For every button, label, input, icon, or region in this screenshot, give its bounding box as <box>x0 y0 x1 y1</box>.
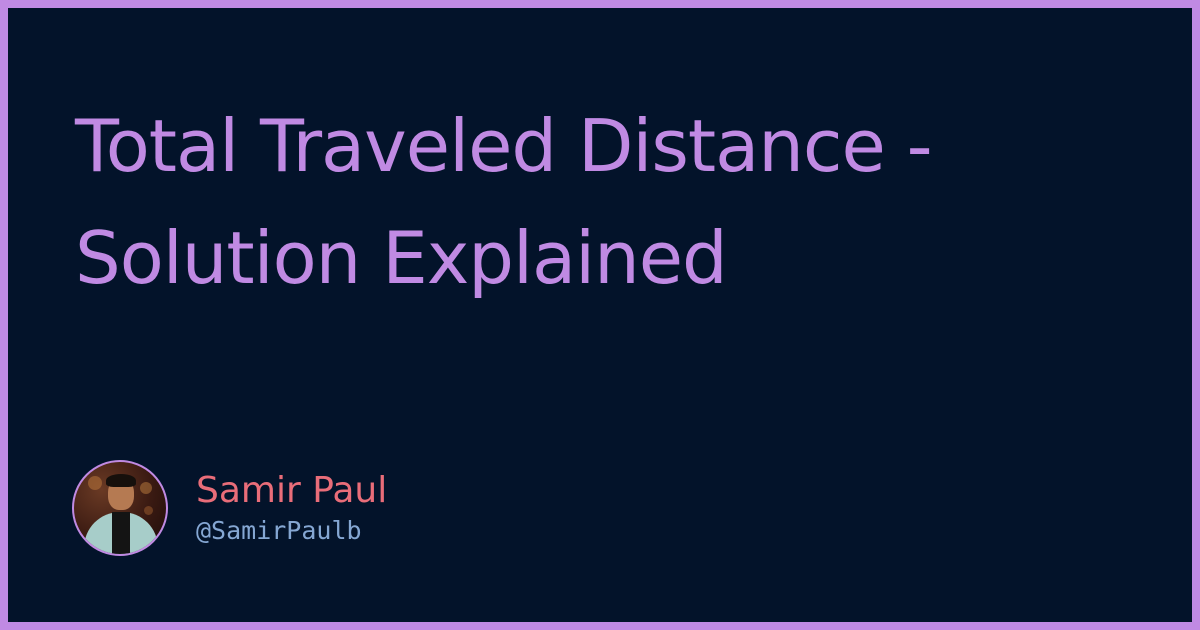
author-info: Samir Paul @SamirPaulb <box>196 469 387 547</box>
title-line-2: Solution Explained <box>75 216 728 300</box>
avatar <box>72 460 168 556</box>
avatar-shirt <box>112 512 130 554</box>
author-block: Samir Paul @SamirPaulb <box>72 458 387 558</box>
social-card: Total Traveled Distance - Solution Expla… <box>8 8 1192 622</box>
author-handle: @SamirPaulb <box>196 516 362 545</box>
page-title: Total Traveled Distance - Solution Expla… <box>75 90 1155 314</box>
avatar-bokeh-light <box>144 506 153 515</box>
avatar-hair <box>106 474 136 487</box>
avatar-bokeh-light <box>140 482 152 494</box>
author-name: Samir Paul <box>196 470 388 511</box>
avatar-bokeh-light <box>88 476 102 490</box>
title-line-1: Total Traveled Distance - <box>75 104 933 188</box>
